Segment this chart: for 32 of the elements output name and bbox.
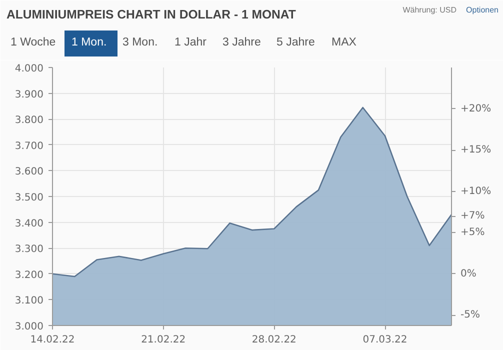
text: 3 Jahre (222, 36, 261, 48)
y-tick-label: 3.900 (14, 89, 44, 100)
y-tick-label: 3.200 (14, 270, 44, 281)
y-tick-label: 3.800 (14, 115, 44, 126)
x-tick-label: 07.03.22 (362, 334, 408, 346)
y2-tick-label: +10% (460, 186, 492, 197)
x-tick-label: 14.02.22 (30, 334, 75, 346)
y2-tick-label: -5% (460, 310, 480, 321)
y-tick-label: 3.400 (14, 218, 44, 230)
text: Optionen (466, 6, 498, 14)
text: MAX (332, 36, 357, 48)
x-tick-label: 21.02.22 (141, 334, 186, 346)
text: 1 Woche (10, 36, 56, 48)
y-tick-label: 3.100 (14, 296, 44, 307)
y-tick-label: 3.300 (14, 244, 44, 256)
x-tick-label: 28.02.22 (252, 334, 296, 346)
y-tick-label: 4.000 (14, 64, 44, 74)
text: 3 Mon. (122, 36, 158, 48)
y2-tick-label: +5% (460, 227, 485, 238)
text: 1 Jahr (174, 36, 207, 48)
y-tick-label: 3.500 (14, 192, 44, 204)
y-tick-label: 3.600 (14, 166, 44, 178)
text: Währung: USD (402, 6, 457, 14)
y2-tick-label: +7% (460, 210, 485, 222)
chart-title: ALUMINIUMPREIS CHART IN DOLLAR - 1 MONAT (6, 8, 296, 22)
y-tick-label: 3.000 (14, 322, 44, 332)
y2-tick-label: 0% (460, 268, 476, 280)
y2-tick-label: +15% (460, 144, 492, 156)
y2-tick-label: +20% (460, 103, 492, 114)
text: 1 Mon. (72, 36, 107, 48)
text: 5 Jahre (276, 36, 315, 48)
y-tick-label: 3.700 (14, 140, 44, 152)
